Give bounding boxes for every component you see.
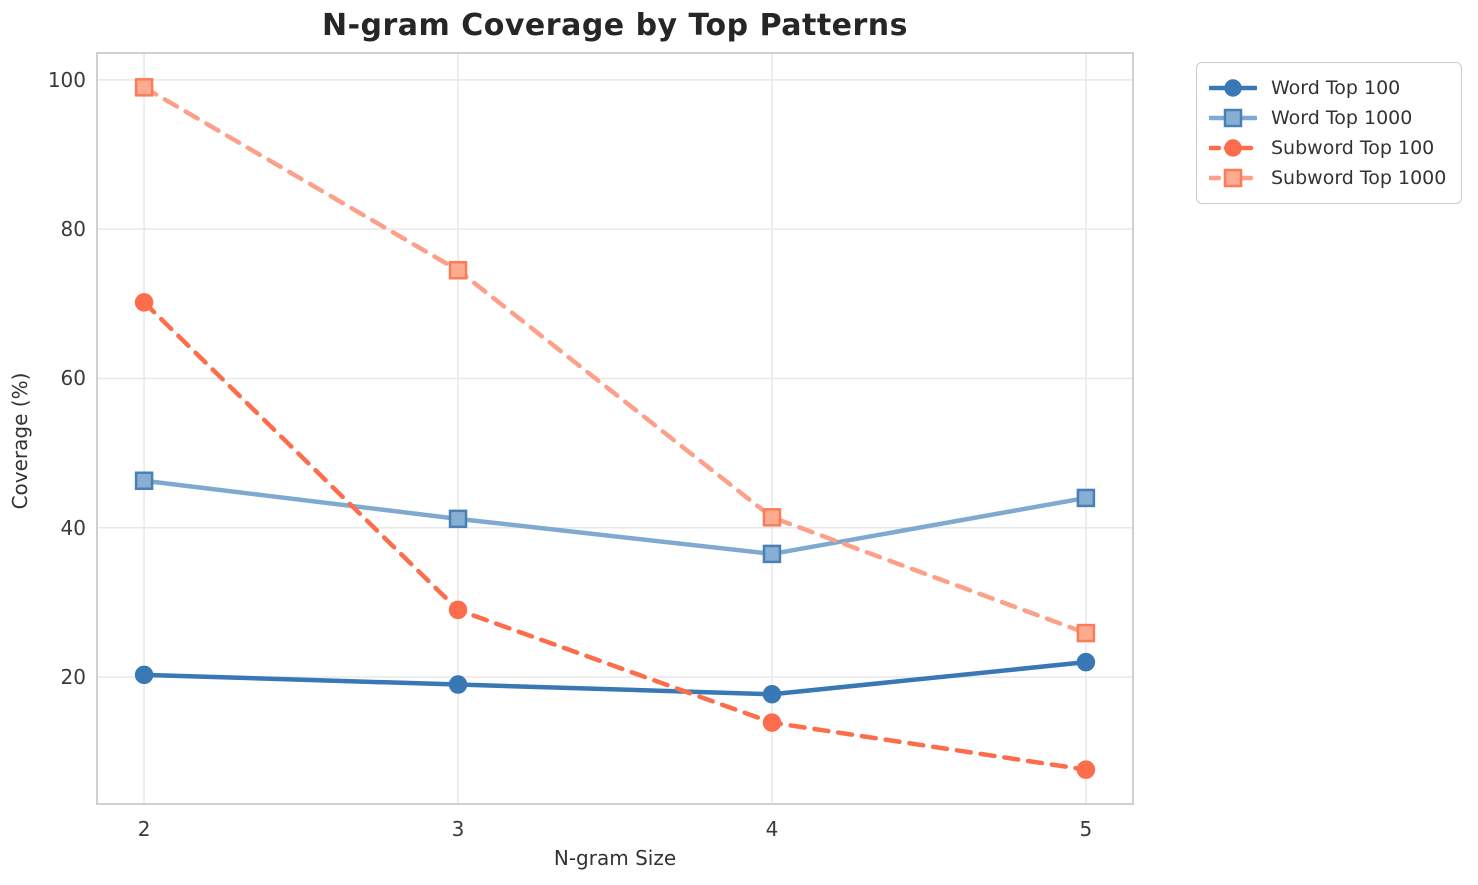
legend-item-word-top-100: Word Top 100 [1209, 73, 1449, 103]
y-tick-label: 80 [60, 217, 86, 242]
legend: Word Top 100 Word Top 1000 Subword Top 100… [1196, 62, 1462, 204]
y-tick-label: 100 [47, 67, 86, 92]
legend-label: Word Top 100 [1271, 77, 1401, 99]
series-line-subword-top-100 [141, 300, 1089, 772]
chart-title: N-gram Coverage by Top Patterns [321, 8, 909, 43]
y-axis-label: Coverage (%) [8, 372, 32, 510]
plot-border [96, 52, 1134, 805]
marker-subword-top-1000 [1076, 623, 1096, 643]
legend-label: Word Top 1000 [1271, 107, 1413, 129]
x-tick-label: 4 [765, 817, 779, 841]
legend-swatch [1209, 108, 1257, 128]
series-line-subword-top-1000 [141, 85, 1089, 636]
marker-word-top-1000 [134, 471, 154, 491]
marker-subword-top-1000 [448, 260, 468, 280]
square-marker-icon [1223, 168, 1243, 188]
x-tick-label: 5 [1079, 817, 1093, 841]
marker-word-top-100 [448, 675, 468, 694]
marker-subword-top-100 [762, 713, 782, 732]
legend-swatch [1209, 139, 1257, 157]
legend-swatch [1209, 79, 1257, 97]
legend-item-word-top-1000: Word Top 1000 [1209, 103, 1449, 133]
marker-subword-top-1000 [762, 508, 782, 527]
marker-word-top-1000 [1076, 488, 1096, 508]
y-tick-label: 40 [60, 515, 86, 540]
legend-swatch [1209, 168, 1257, 188]
circle-marker-icon [1224, 139, 1242, 157]
marker-word-top-100 [1076, 652, 1096, 672]
legend-label: Subword Top 1000 [1271, 167, 1447, 189]
marker-word-top-100 [762, 685, 782, 704]
x-axis-label: N-gram Size [553, 846, 677, 870]
marker-subword-top-100 [134, 293, 154, 312]
marker-word-top-1000 [762, 544, 782, 564]
square-marker-icon [1223, 108, 1243, 128]
y-tick-label: 60 [60, 366, 86, 391]
marker-subword-top-100 [448, 600, 468, 620]
x-tick-label: 2 [137, 817, 151, 841]
series-line-word-top-100 [141, 659, 1089, 697]
legend-item-subword-top-1000: Subword Top 1000 [1209, 163, 1449, 193]
legend-label: Subword Top 100 [1271, 137, 1435, 159]
marker-subword-top-100 [1076, 760, 1096, 779]
marker-word-top-1000 [448, 509, 468, 529]
y-tick-label: 20 [60, 665, 86, 690]
x-tick-label: 3 [451, 817, 465, 841]
marker-word-top-100 [134, 665, 154, 685]
circle-marker-icon [1224, 79, 1242, 97]
marker-subword-top-1000 [134, 78, 154, 97]
legend-item-subword-top-100: Subword Top 100 [1209, 133, 1449, 163]
series-line-word-top-1000 [141, 478, 1089, 557]
